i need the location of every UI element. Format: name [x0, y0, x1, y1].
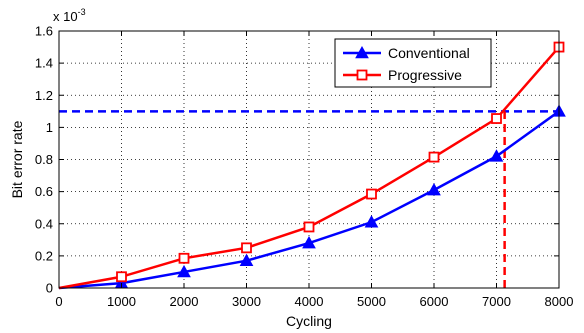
- legend-marker-conventional: [355, 45, 369, 59]
- x-tick-label: 3000: [232, 294, 261, 309]
- legend-marker-progressive: [356, 69, 368, 81]
- y-tick-label: 0: [46, 281, 53, 296]
- y-axis-multiplier-base: x 10: [53, 9, 78, 24]
- y-axis-multiplier-exponent: -3: [78, 7, 86, 17]
- progressive-point: [116, 271, 127, 283]
- conventional-point: [302, 235, 316, 249]
- conventional-point: [364, 215, 379, 228]
- y-axis-multiplier: x 10-3: [53, 7, 86, 24]
- x-tick-label: 5000: [357, 294, 386, 309]
- legend: Conventional Progressive: [334, 38, 492, 88]
- progressive-point: [178, 252, 190, 264]
- legend-label-conventional: Conventional: [388, 45, 470, 61]
- progressive-point: [428, 151, 440, 163]
- x-tick-label: 1000: [107, 294, 136, 309]
- conventional-point: [239, 253, 254, 266]
- y-tick-label: 1.4: [35, 56, 53, 71]
- y-tick-label: 0.8: [35, 152, 53, 167]
- series-conventional: [58, 104, 566, 290]
- y-tick-label: 1.2: [35, 88, 53, 103]
- series-progressive: [58, 41, 565, 290]
- y-tick-label: 0.6: [35, 184, 53, 199]
- conventional-point: [427, 182, 441, 196]
- y-tick-label: 0.4: [35, 216, 53, 231]
- reference-lines: [59, 110, 559, 288]
- y-axis-label: Bit error rate: [9, 120, 25, 198]
- y-tick-label: 1: [46, 120, 53, 135]
- axis-ticks: 0 1000 2000 3000 4000 5000 6000 7000 8000 0 0.2 0.4…: [35, 24, 574, 310]
- legend-label-progressive: Progressive: [388, 67, 462, 83]
- progressive-point: [303, 221, 315, 233]
- x-tick-label: 7000: [482, 294, 511, 309]
- x-axis-label: Cycling: [286, 313, 332, 329]
- y-tick-label: 1.6: [35, 24, 53, 39]
- progressive-point: [241, 242, 252, 254]
- y-tick-label: 0.2: [35, 248, 53, 263]
- x-tick-label: 0: [55, 294, 62, 309]
- conventional-point: [177, 264, 191, 278]
- x-tick-label: 4000: [295, 294, 324, 309]
- progressive-point: [366, 188, 377, 200]
- x-tick-label: 8000: [545, 294, 574, 309]
- x-tick-label: 2000: [170, 294, 199, 309]
- x-tick-label: 6000: [420, 294, 449, 309]
- conventional-point: [489, 149, 504, 162]
- progressive-point: [491, 113, 502, 124]
